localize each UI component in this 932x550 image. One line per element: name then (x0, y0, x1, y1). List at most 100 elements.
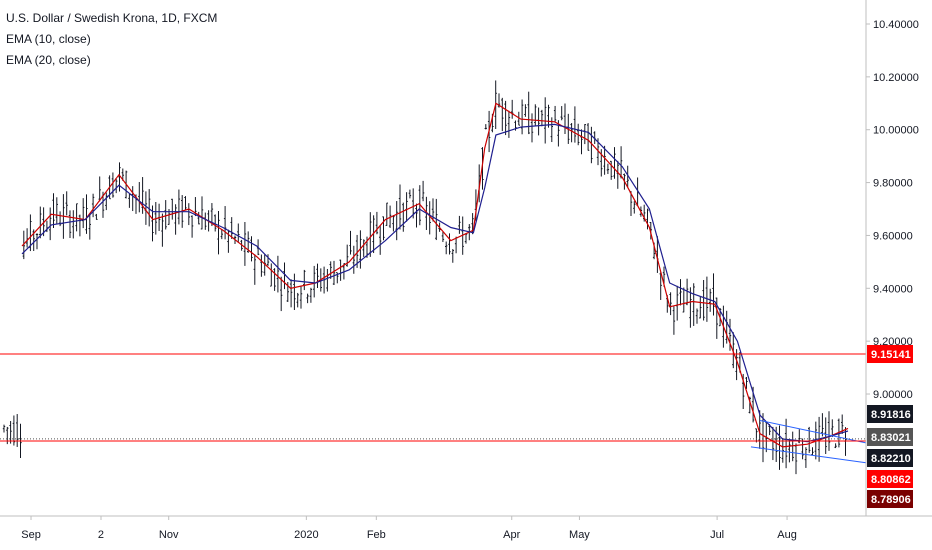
x-axis-ticks: Sep 2 Nov 2020 Feb Apr May Jul Aug (21, 516, 797, 541)
candle-41 (138, 182, 141, 213)
candle-29 (98, 176, 101, 202)
candle-220 (728, 318, 732, 351)
candle-199 (659, 272, 662, 300)
y-tick-label: 10.00000 (873, 125, 919, 137)
badge-9-15141: 9.15141 (867, 345, 913, 364)
candle-19 (65, 191, 68, 216)
price-badges: 9.15141 8.91816 8.83021 8.82210 8.80862 8.789… (867, 345, 913, 508)
candle-127 (421, 180, 425, 202)
candle-4 (16, 414, 19, 447)
candle-204 (676, 285, 679, 321)
trendline-lower (750, 446, 867, 464)
candle-118 (392, 215, 395, 232)
candle-61 (204, 212, 207, 230)
x-tick-label: Apr (503, 529, 520, 541)
y-tick-label: 9.80000 (873, 178, 913, 190)
candle-151 (501, 97, 504, 132)
candle-175 (580, 129, 583, 155)
x-tick-label: 2 (98, 529, 104, 541)
candle-116 (385, 202, 388, 226)
badge-8-83021-label: 8.83021 (871, 432, 911, 444)
candle-242 (801, 438, 804, 460)
candle-237 (784, 418, 788, 469)
candle-12 (42, 207, 45, 237)
ema-line-1 (21, 123, 849, 443)
candle-138 (458, 215, 461, 234)
candle-195 (646, 208, 649, 230)
candle-65 (217, 211, 220, 255)
candle-167 (553, 105, 557, 123)
candle-202 (669, 292, 672, 316)
candle-16 (55, 197, 58, 225)
candle-209 (692, 283, 695, 326)
candle-27 (91, 193, 95, 218)
x-tick-label: Aug (777, 529, 797, 541)
candle-157 (520, 99, 524, 135)
legend-title: U.S. Dollar / Swedish Krona, 1D, FXCM (6, 11, 218, 25)
candle-56 (187, 203, 190, 226)
candle-43 (144, 191, 148, 225)
x-tick-label: May (569, 529, 590, 541)
candle-185 (613, 147, 616, 179)
candle-38 (128, 194, 131, 208)
candle-78 (260, 254, 263, 277)
candle-106 (352, 245, 355, 274)
candle-125 (415, 203, 418, 228)
x-tick-label: 2020 (294, 529, 318, 541)
candle-236 (781, 437, 784, 463)
candle-172 (570, 123, 573, 143)
x-tick-label: Nov (159, 529, 179, 541)
candle-215 (712, 273, 715, 316)
candle-60 (200, 196, 204, 230)
candle-2 (9, 421, 12, 444)
candle-75 (250, 236, 253, 262)
candle-88 (293, 273, 296, 311)
candle-20 (68, 210, 72, 238)
badge-8-80862: 8.80862 (867, 470, 913, 488)
candle-71 (237, 223, 240, 243)
candle-25 (85, 194, 88, 234)
candle-248 (821, 413, 824, 437)
candle-79 (263, 254, 266, 276)
candle-219 (725, 310, 728, 344)
candle-87 (289, 279, 293, 308)
candlestick-series (2, 80, 847, 475)
candle-136 (451, 249, 454, 263)
candle-39 (131, 186, 134, 212)
trendline-upper (759, 419, 867, 444)
candle-66 (220, 229, 223, 240)
legend-ema20: EMA (20, close) (6, 53, 91, 67)
candle-189 (626, 165, 629, 188)
badge-8-78906: 8.78906 (867, 490, 913, 508)
candle-233 (771, 426, 775, 461)
candle-246 (814, 421, 817, 460)
candle-93 (309, 287, 313, 303)
candle-252 (834, 443, 837, 449)
candle-251 (831, 419, 834, 438)
candle-184 (610, 160, 613, 180)
candle-163 (540, 109, 544, 127)
candle-154 (511, 99, 514, 119)
candle-135 (448, 233, 451, 255)
candle-53 (177, 189, 181, 225)
x-tick-label: Sep (21, 529, 41, 541)
candle-42 (141, 177, 144, 214)
candle-228 (755, 428, 758, 443)
candle-238 (788, 439, 791, 463)
candle-250 (827, 411, 831, 451)
badge-9-15141-label: 9.15141 (871, 349, 911, 361)
y-tick-label: 10.40000 (873, 19, 919, 31)
candle-187 (619, 146, 623, 179)
candle-31 (105, 192, 108, 211)
chart-legend: U.S. Dollar / Swedish Krona, 1D, FXCM EM… (6, 8, 217, 71)
candle-68 (227, 229, 230, 253)
candle-57 (190, 215, 194, 238)
candle-24 (82, 198, 85, 229)
candle-98 (326, 268, 329, 292)
badge-8-83021: 8.83021 (867, 428, 913, 446)
candle-134 (445, 241, 448, 255)
candle-120 (398, 184, 402, 230)
candle-240 (794, 443, 798, 475)
candle-243 (804, 447, 808, 468)
